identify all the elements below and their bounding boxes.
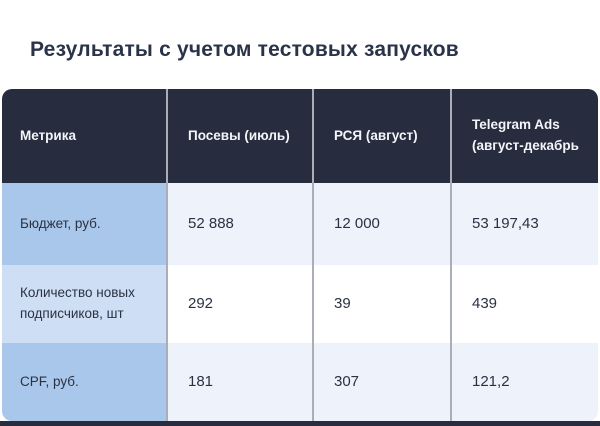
bottom-edge-strip	[0, 421, 600, 426]
column-header-posevy: Посевы (июль)	[166, 89, 312, 183]
results-table: Метрика Посевы (июль) РСЯ (август) Teleg…	[2, 89, 598, 421]
column-header-telegram-ads: Telegram Ads (август-декабрь	[450, 89, 598, 183]
page-title: Результаты с учетом тестовых запусков	[30, 38, 459, 61]
column-header-label: Метрика	[20, 127, 76, 143]
cell-value: 39	[334, 295, 351, 313]
column-header-label: Посевы (июль)	[188, 127, 290, 143]
metric-label: Бюджет, руб.	[20, 215, 101, 231]
cell-budget-telegram: 53 197,43	[450, 183, 598, 265]
column-header-metric: Метрика	[2, 89, 166, 183]
cell-value: 12 000	[334, 215, 380, 233]
cell-value: 52 888	[188, 215, 234, 233]
cell-cpf-posevy: 181	[166, 343, 312, 421]
cell-value: 439	[472, 295, 498, 313]
column-header-rsya: РСЯ (август)	[312, 89, 450, 183]
cell-subscribers-telegram: 439	[450, 265, 598, 343]
cell-budget-rsya: 12 000	[312, 183, 450, 265]
column-header-label: РСЯ (август)	[334, 127, 418, 143]
cell-value: 53 197,43	[472, 215, 539, 233]
column-header-label: Telegram Ads (август-декабрь	[472, 117, 579, 153]
cell-budget-posevy: 52 888	[166, 183, 312, 265]
cell-subscribers-posevy: 292	[166, 265, 312, 343]
cell-value: 307	[334, 373, 360, 391]
metric-label: Количество новых подписчиков, шт	[20, 285, 135, 321]
cell-subscribers-rsya: 39	[312, 265, 450, 343]
cell-value: 181	[188, 373, 214, 391]
row-metric-subscribers: Количество новых подписчиков, шт	[2, 265, 166, 343]
cell-cpf-rsya: 307	[312, 343, 450, 421]
row-metric-cpf: CPF, руб.	[2, 343, 166, 421]
row-metric-budget: Бюджет, руб.	[2, 183, 166, 265]
cell-value: 121,2	[472, 373, 510, 391]
metric-label: CPF, руб.	[20, 373, 79, 389]
cell-cpf-telegram: 121,2	[450, 343, 598, 421]
cell-value: 292	[188, 295, 214, 313]
